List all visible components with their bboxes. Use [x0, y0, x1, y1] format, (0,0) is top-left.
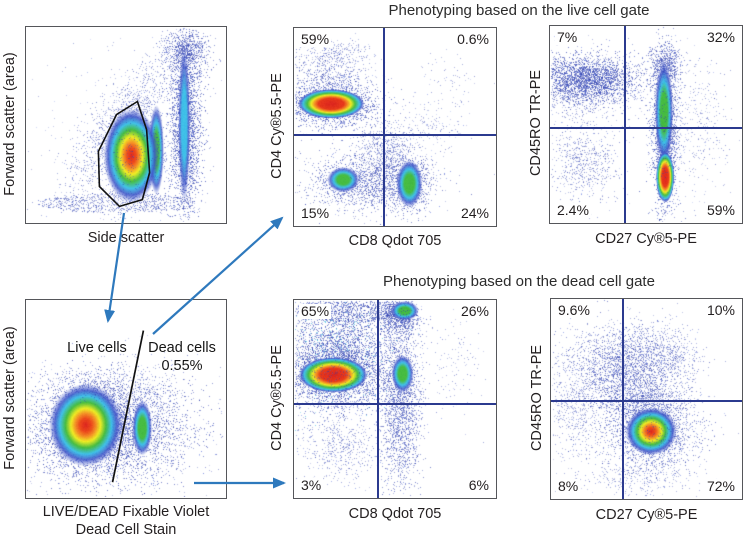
quadrant-percent-bottom-left: 2.4%	[555, 202, 591, 219]
scatter-gate-overlay	[97, 100, 151, 208]
quadrant-percent-bottom-right: 72%	[704, 478, 737, 495]
quadrant-percent-top-left: 65%	[299, 303, 332, 319]
x-axis-label-cd27: CD27 Cy®5-PE	[595, 231, 697, 247]
y-axis-label-cd45ro: CD45RO TR-PE	[529, 344, 545, 452]
section-title-dead-gate: Phenotyping based on the dead cell gate	[383, 273, 655, 290]
density-canvas	[294, 28, 495, 225]
dead-cells-percent: 0.55%	[161, 358, 203, 374]
quadrant-percent-bottom-right: 59%	[704, 202, 737, 219]
gate-divider-line	[111, 330, 145, 483]
quadrant-percent-top-right: 32%	[704, 29, 737, 45]
y-axis-label-cd4: CD4 Cy®5.5-PE	[269, 73, 285, 179]
quadrant-percent-top-left: 9.6%	[556, 302, 592, 318]
density-canvas	[550, 26, 741, 222]
y-axis-label-cd45ro: CD45RO TR-PE	[528, 69, 544, 177]
quadrant-percent-bottom-right: 24%	[458, 205, 491, 222]
y-axis-label-forward-scatter: Forward scatter (area)	[2, 326, 18, 470]
x-axis-label-cd27: CD27 Cy®5-PE	[595, 507, 698, 523]
x-axis-label-cd8: CD8 Qdot 705	[348, 506, 442, 522]
y-axis-label-cd4: CD4 Cy®5.5-PE	[269, 345, 285, 451]
plot-dead-cd45ro-cd27: 9.6% 10% 8% 72%	[550, 298, 743, 500]
density-canvas	[26, 27, 225, 222]
plot-live-dead-stain: Live cells Dead cells 0.55%	[25, 299, 227, 499]
x-axis-label-live-dead: LIVE/DEAD Fixable Violet Dead Cell Stain	[42, 504, 210, 538]
quadrant-line-vertical	[621, 299, 624, 499]
quadrant-percent-top-left: 59%	[299, 31, 332, 47]
quadrant-line-vertical	[623, 26, 626, 223]
quadrant-percent-top-right: 10%	[704, 302, 737, 318]
x-axis-label-side-scatter: Side scatter	[87, 230, 165, 246]
plot-dead-cd4-cd8: 65% 26% 3% 6%	[293, 299, 497, 499]
quadrant-percent-top-left: 7%	[555, 29, 580, 45]
live-cells-label: Live cells	[67, 340, 127, 356]
section-title-live-gate: Phenotyping based on the live cell gate	[388, 2, 650, 19]
quadrant-line-horizontal	[550, 126, 742, 129]
quadrant-line-horizontal	[294, 133, 496, 136]
plot-live-cd4-cd8: 59% 0.6% 15% 24%	[293, 27, 497, 227]
quadrant-percent-top-right: 26%	[458, 303, 491, 319]
plot-forward-side-scatter	[25, 26, 227, 224]
quadrant-percent-top-right: 0.6%	[455, 31, 491, 47]
quadrant-line-vertical	[382, 28, 385, 226]
gate-polygon	[97, 100, 151, 208]
quadrant-line-horizontal	[551, 400, 742, 403]
plot-live-cd45ro-cd27: 7% 32% 2.4% 59%	[549, 25, 743, 224]
quadrant-line-horizontal	[294, 403, 496, 406]
dead-cells-label: Dead cells	[148, 340, 216, 356]
quadrant-percent-bottom-right: 6%	[466, 477, 491, 494]
density-canvas	[551, 299, 741, 498]
quadrant-percent-bottom-left: 15%	[299, 205, 332, 222]
x-axis-label-cd8: CD8 Qdot 705	[348, 233, 442, 249]
quadrant-percent-bottom-left: 8%	[556, 478, 581, 495]
live-dead-gate-overlay	[111, 330, 145, 483]
y-axis-label-forward-scatter: Forward scatter (area)	[2, 52, 18, 196]
density-canvas	[294, 300, 495, 497]
quadrant-line-vertical	[377, 300, 380, 498]
quadrant-percent-bottom-left: 3%	[299, 477, 324, 494]
